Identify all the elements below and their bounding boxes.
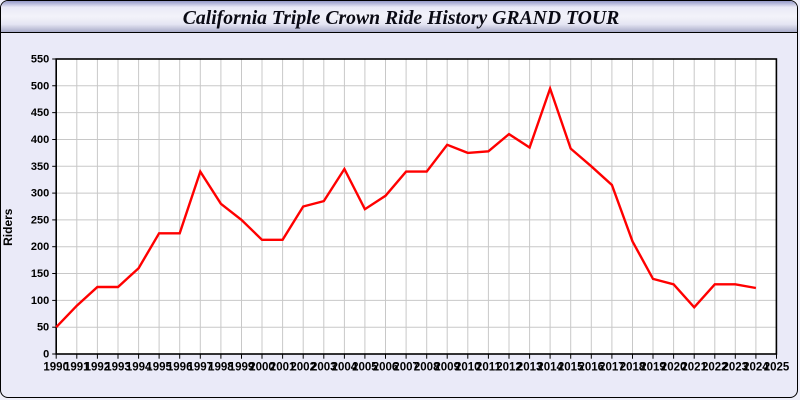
svg-text:350: 350 (31, 161, 49, 173)
svg-text:2025: 2025 (764, 361, 790, 373)
svg-text:Riders: Riders (1, 208, 15, 246)
svg-text:0: 0 (43, 349, 49, 361)
svg-text:300: 300 (31, 188, 49, 200)
svg-text:150: 150 (31, 268, 49, 280)
svg-text:400: 400 (31, 134, 49, 146)
svg-text:100: 100 (31, 295, 49, 307)
svg-text:200: 200 (31, 241, 49, 253)
svg-text:50: 50 (37, 322, 49, 334)
svg-text:500: 500 (31, 80, 49, 92)
svg-text:550: 550 (31, 54, 49, 66)
svg-text:450: 450 (31, 107, 49, 119)
svg-text:250: 250 (31, 214, 49, 226)
